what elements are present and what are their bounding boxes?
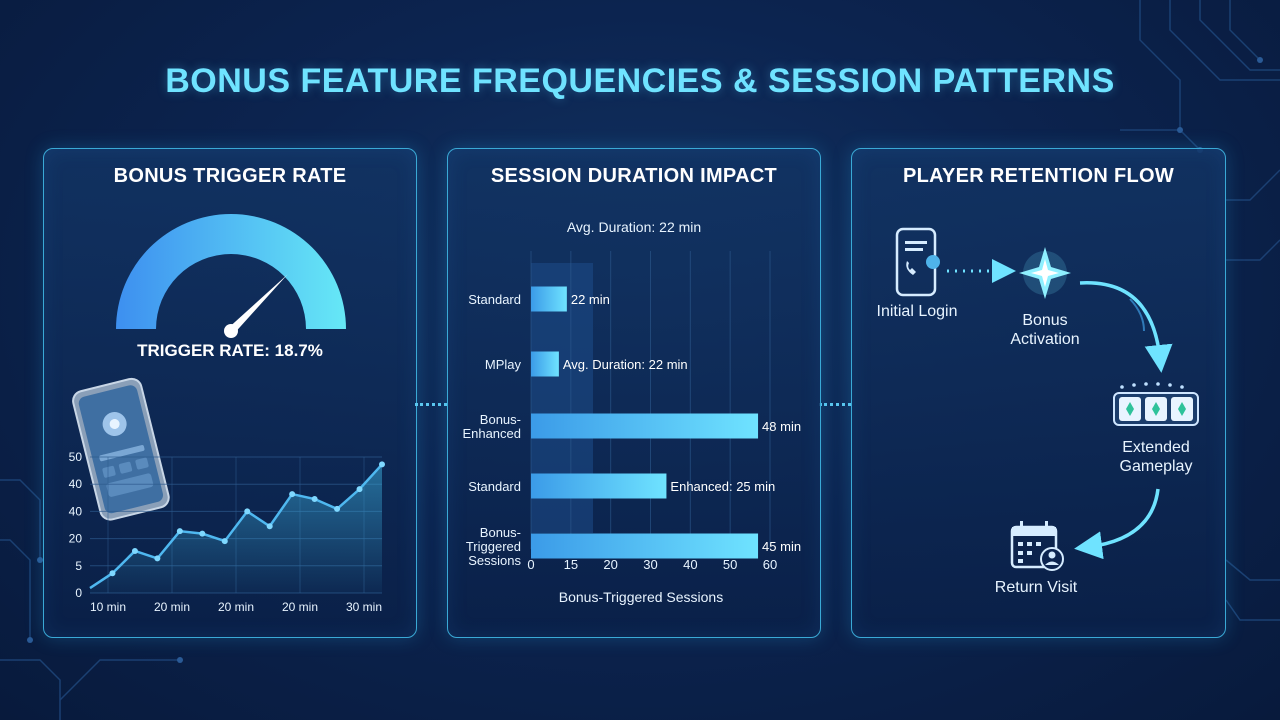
trigger-rate-panel: BONUS TRIGGER RATE TRIGGER RATE: 18.7% 5… (43, 148, 417, 638)
line-point (244, 508, 251, 515)
slot-reels-icon (1113, 382, 1199, 426)
bar-category-label: Bonus- (480, 412, 521, 427)
line-point (379, 461, 385, 468)
bar-x-tick: 20 (603, 557, 617, 572)
step-bonus-activation: Bonus Activation (1010, 312, 1080, 348)
line-x-tick: 20 min (282, 600, 318, 614)
bar-x-tick: 30 (643, 557, 657, 572)
bar-category-label: Standard (468, 479, 521, 494)
gauge-hub (224, 324, 238, 338)
session-duration-panel: SESSION DURATION IMPACT Avg. Duration: 2… (447, 148, 821, 638)
gauge-arc (116, 214, 346, 329)
bar (531, 286, 567, 312)
line-y-tick: 40 (69, 504, 83, 518)
bar-category-label: Bonus- (480, 525, 521, 540)
line-point (356, 486, 363, 493)
bar-category-label: MPlay (485, 357, 522, 372)
line-point (334, 505, 341, 512)
bar-x-tick: 40 (683, 557, 697, 572)
line-series (89, 463, 383, 590)
line-area (90, 464, 382, 593)
trigger-panel-title: BONUS TRIGGER RATE (113, 165, 347, 187)
bar-x-tick: 15 (564, 557, 578, 572)
avg-duration-label: Avg. Duration: 22 min (566, 219, 702, 235)
bar-category-label: Enhanced (462, 426, 521, 441)
trigger-rate-text: TRIGGER RATE: 18.7% (137, 341, 323, 360)
retention-flow-panel: PLAYER RETENTION FLOW (851, 148, 1226, 638)
session-panel-title: SESSION DURATION IMPACT (490, 165, 778, 187)
step-initial-login: Initial Login (876, 303, 958, 320)
bar (531, 533, 759, 559)
bar-category-label: Sessions (468, 553, 521, 568)
bar (531, 473, 667, 499)
line-point (176, 528, 183, 535)
line-y-tick: 50 (69, 450, 83, 464)
bar-x-tick: 0 (527, 557, 534, 572)
bar-data-label: Avg. Duration: 22 min (563, 357, 688, 372)
line-y-tick: 0 (75, 586, 82, 600)
step-return-visit: Return Visit (994, 579, 1078, 596)
flow-arrow-3 (1074, 488, 1160, 560)
bar (531, 413, 759, 439)
connector-right (819, 403, 851, 406)
bar (531, 351, 559, 377)
line-y-tick: 20 (69, 532, 83, 546)
gauge-needle (228, 274, 288, 334)
line-point (109, 570, 116, 577)
bar-category-label: Triggered (466, 539, 521, 554)
bar-x-axis-label: Bonus-Triggered Sessions (558, 589, 724, 605)
step-extended-gameplay: Extended Gameplay (1119, 439, 1193, 475)
gauge (116, 214, 346, 338)
bar-data-label: 22 min (571, 292, 610, 307)
line-x-tick: 10 min (90, 600, 126, 614)
line-x-tick: 20 min (154, 600, 190, 614)
bar-data-label: 45 min (762, 539, 801, 554)
line-point (199, 530, 206, 537)
line-y-tick: 5 (75, 559, 82, 573)
line-y-tick: 40 (69, 477, 83, 491)
retention-flow-diagram (895, 227, 1199, 571)
line-point (266, 523, 273, 530)
connector-left (415, 403, 447, 406)
retention-panel-title: PLAYER RETENTION FLOW (902, 165, 1175, 187)
line-point (131, 547, 138, 554)
page-title: BONUS FEATURE FREQUENCIES & SESSION PATT… (165, 62, 1115, 100)
bar-category-label: Standard (468, 292, 521, 307)
bar-data-label: 48 min (762, 419, 801, 434)
bar-chart: 0 15 20 30 40 50 60 22 min Standard Avg. Duration… (462, 251, 801, 572)
line-point (311, 496, 318, 503)
line-x-tick: 30 min (346, 600, 382, 614)
calendar-user-icon (1010, 521, 1064, 571)
bar-x-tick: 60 (763, 557, 777, 572)
bar-data-label: Enhanced: 25 min (670, 479, 775, 494)
line-x-tick: 20 min (218, 600, 254, 614)
line-point (221, 538, 228, 545)
flow-arrow-2 (1079, 281, 1173, 373)
sparkle-star-icon (1019, 247, 1071, 299)
line-point (289, 491, 296, 498)
line-point (154, 555, 161, 562)
phone-login-icon (895, 227, 940, 297)
bar-x-tick: 50 (723, 557, 737, 572)
